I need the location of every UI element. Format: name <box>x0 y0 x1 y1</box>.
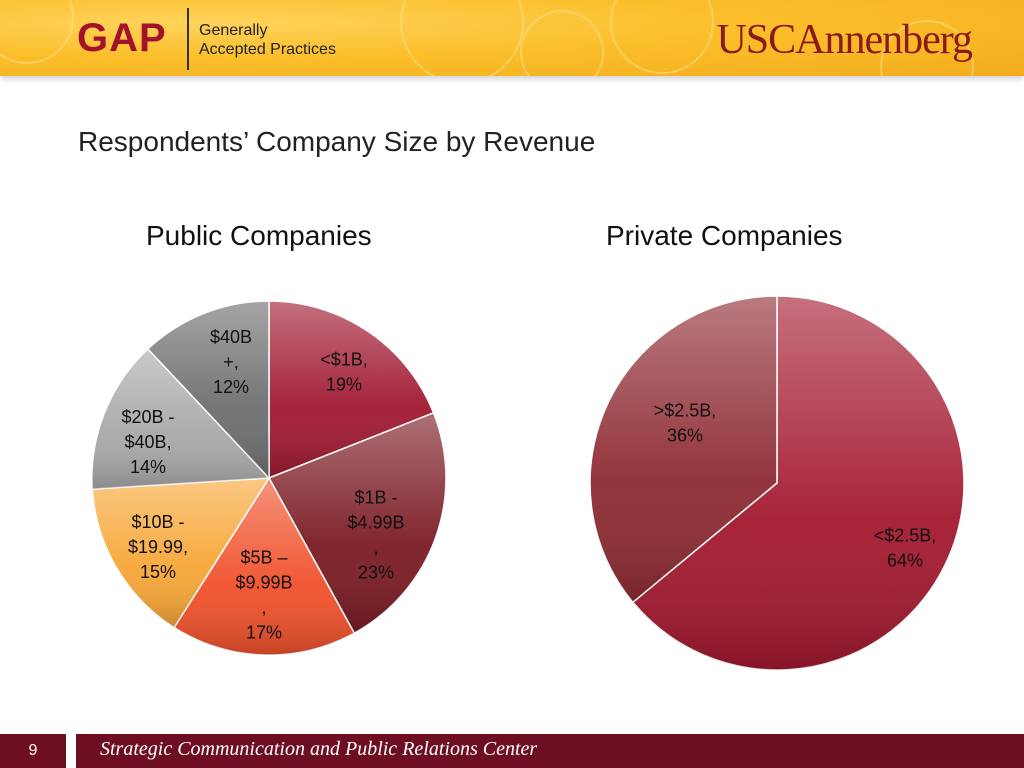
public-pie-slice-shading <box>92 348 269 490</box>
private-pie-slice-shading <box>589 296 777 603</box>
public-slice-label-line: 12% <box>213 377 249 397</box>
gap-tagline: Generally Accepted Practices <box>199 21 389 59</box>
public-pie-slice-shading <box>92 478 269 628</box>
public-slice-label-line: 17% <box>246 623 282 643</box>
public-slice-label-line: 15% <box>140 562 176 582</box>
public-slice-label-line: $40B, <box>124 432 171 452</box>
private-slice-label-line: >$2.5B, <box>654 401 717 421</box>
logo-divider <box>187 8 189 70</box>
public-slice-label-line: $10B - <box>131 512 184 532</box>
public-pie-slice-shading <box>269 301 434 478</box>
public-slice-label-line: $20B - <box>121 407 174 427</box>
public-slice-label-line: 19% <box>326 375 362 395</box>
public-slice-label-line: 23% <box>358 563 394 583</box>
private-slice-label: >$2.5B, 36% <box>654 401 717 446</box>
public-slice-label-line: +, <box>223 352 239 372</box>
public-pie-slice-shading <box>269 412 446 634</box>
public-slice-label: $20B - $40B, 14% <box>121 407 174 477</box>
private-pie-slice-shading <box>632 296 964 671</box>
slide-title: Respondents’ Company Size by Revenue <box>78 126 596 157</box>
public-slice-label: $40B +, 12% <box>210 327 252 397</box>
public-slice-label-line: $40B <box>210 327 252 347</box>
public-slice-label-line: $5B – <box>240 548 287 568</box>
public-slice-label-line: , <box>373 538 378 558</box>
public-pie-slice-shading <box>147 301 269 478</box>
footer: 9 Strategic Communication and Public Rel… <box>0 734 1024 768</box>
footer-text: Strategic Communication and Public Relat… <box>100 738 538 760</box>
public-pie: <$1B, 19% $1B - $4.99B, 23% $5B – $9.99B, 17% $1… <box>91 300 447 656</box>
gap-logo: GAP <box>77 16 167 60</box>
footer-bar: Strategic Communication and Public Relat… <box>76 734 1024 768</box>
private-chart-title: Private Companies <box>606 220 843 251</box>
public-slice-label-line: <$1B, <box>320 350 368 370</box>
private-slice-label-line: 64% <box>887 551 923 571</box>
public-slice-label-line: , <box>261 598 266 618</box>
public-slice-label: $10B - $19.99, 15% <box>128 512 188 582</box>
public-slice-label-line: $4.99B <box>347 513 404 533</box>
public-slice-label-line: $19.99, <box>128 537 188 557</box>
public-pie-slice-shading <box>174 478 355 655</box>
private-pie: <$2.5B, 64% >$2.5B, 36% <box>589 295 965 671</box>
public-slice-label-line: $1B - <box>354 488 397 508</box>
private-slice-label: <$2.5B, 64% <box>874 526 937 571</box>
public-slice-label: $5B – $9.99B, 17% <box>235 548 292 643</box>
public-slice-label-line: $9.99B <box>235 573 292 593</box>
gap-tagline-line2: Accepted Practices <box>199 41 336 58</box>
public-slice-label-line: 14% <box>130 457 166 477</box>
public-chart-title: Public Companies <box>146 220 372 251</box>
gap-tagline-line1: Generally <box>199 22 268 39</box>
page-number: 9 <box>0 734 66 768</box>
private-slice-label-line: 36% <box>667 426 703 446</box>
header-banner: GAP Generally Accepted Practices USCAnne… <box>0 0 1024 76</box>
public-slice-label: <$1B, 19% <box>320 350 368 395</box>
usc-annenberg-logo: USCAnnenberg <box>716 17 973 63</box>
public-slice-label: $1B - $4.99B, 23% <box>347 488 404 583</box>
private-slice-label-line: <$2.5B, <box>874 526 937 546</box>
